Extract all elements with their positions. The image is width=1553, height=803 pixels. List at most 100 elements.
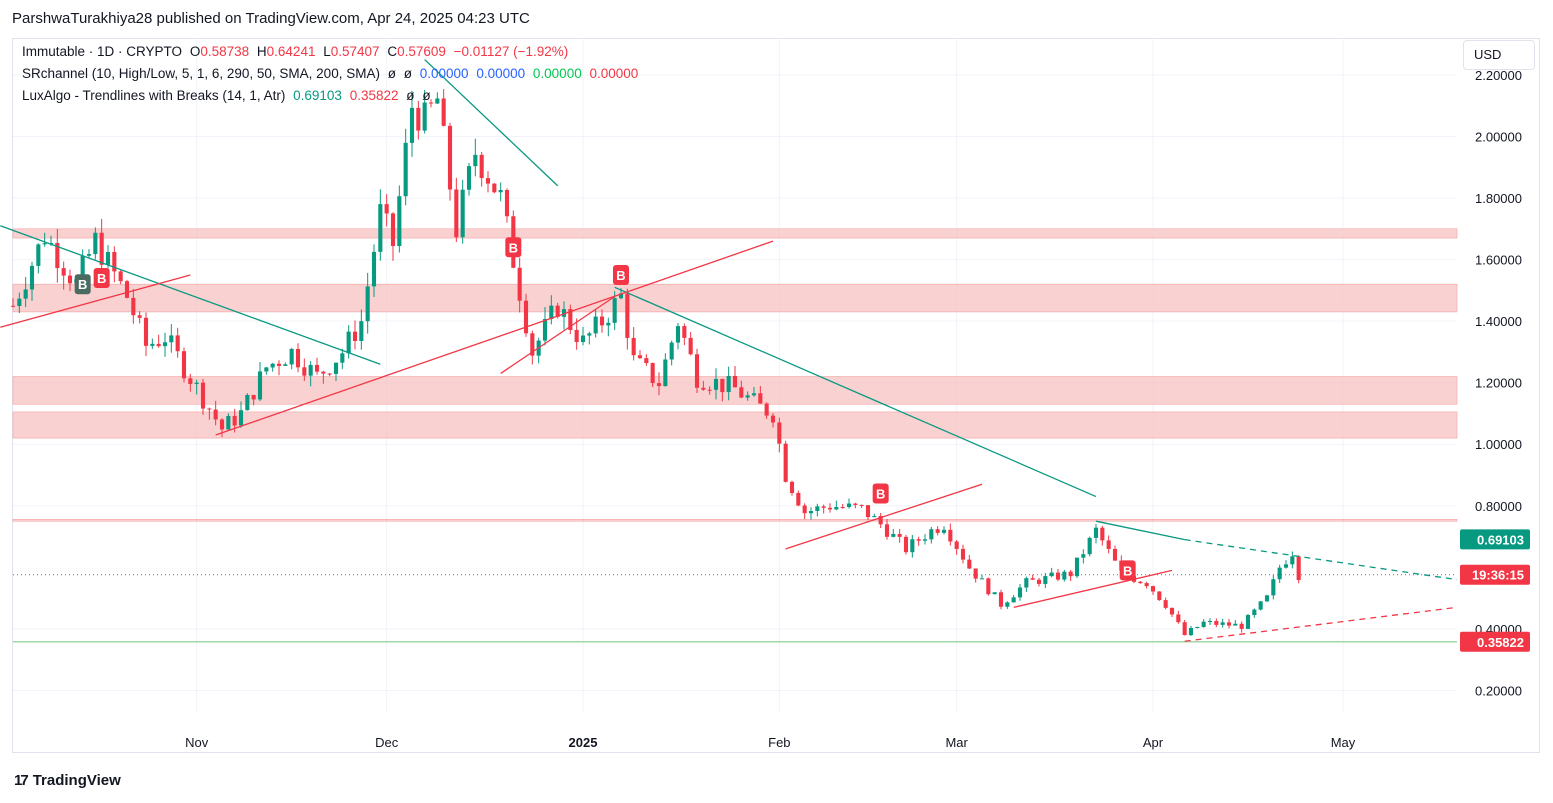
candle-body bbox=[777, 422, 782, 444]
candle-body bbox=[1157, 591, 1162, 601]
candle-body bbox=[86, 254, 92, 256]
candle-body bbox=[61, 268, 66, 276]
candle-body bbox=[1290, 556, 1295, 565]
luxalgo-name[interactable]: LuxAlgo - Trendlines with Breaks (14, 1,… bbox=[22, 88, 286, 103]
candle-body bbox=[232, 415, 237, 426]
break-label-text: B bbox=[1123, 563, 1132, 578]
x-axis-tick-label: 2025 bbox=[569, 735, 598, 750]
candle-body bbox=[257, 371, 263, 400]
candle-body bbox=[264, 367, 269, 372]
sr-value-4: 0.00000 bbox=[589, 66, 639, 81]
low-value: 0.57407 bbox=[330, 44, 380, 59]
candle-body bbox=[118, 271, 123, 282]
candle-body bbox=[1150, 586, 1156, 592]
candle-body bbox=[105, 252, 111, 265]
y-axis-tick-label: 0.20000 bbox=[1475, 683, 1522, 698]
currency-button[interactable]: USD bbox=[1463, 40, 1535, 70]
trendline-green bbox=[1095, 520, 1185, 541]
publication-header: ParshwaTurakhiya28 published on TradingV… bbox=[12, 10, 530, 27]
tradingview-footer[interactable]: 17 TradingView bbox=[14, 772, 121, 789]
break-label-text: B bbox=[78, 277, 87, 292]
candle-body bbox=[663, 359, 668, 387]
candle-body bbox=[897, 533, 902, 537]
null-symbol-3: ø bbox=[406, 88, 415, 103]
candle-body bbox=[910, 539, 915, 553]
candle-body bbox=[93, 232, 98, 255]
price-tag-badge bbox=[1460, 529, 1530, 550]
break-label-text: B bbox=[509, 240, 518, 255]
candle-body bbox=[1062, 571, 1067, 580]
candle-body bbox=[922, 539, 928, 541]
candle-body bbox=[112, 252, 117, 272]
candle-body bbox=[308, 364, 313, 376]
break-label-text: B bbox=[876, 486, 885, 501]
candle-body bbox=[783, 443, 788, 482]
trendline-red bbox=[215, 240, 774, 436]
candle-body bbox=[891, 533, 896, 537]
candle-body bbox=[523, 300, 529, 334]
candle-body bbox=[479, 154, 484, 179]
candle-body bbox=[612, 298, 617, 323]
candle-body bbox=[188, 378, 193, 384]
candle-body bbox=[99, 232, 104, 265]
candle-body bbox=[181, 351, 187, 379]
candle-body bbox=[422, 102, 427, 131]
candle-body bbox=[675, 326, 681, 343]
candle-body bbox=[954, 541, 959, 549]
candle-body bbox=[346, 331, 351, 354]
candle-body bbox=[808, 510, 814, 514]
candle-body bbox=[770, 415, 776, 423]
candle-body bbox=[859, 504, 864, 506]
candle-body bbox=[384, 204, 389, 214]
candle-body bbox=[821, 506, 826, 508]
symbol-name[interactable]: Immutable · 1D · CRYPTO bbox=[22, 44, 183, 59]
candle-body bbox=[80, 255, 85, 280]
candle-body bbox=[156, 343, 161, 347]
candle-body bbox=[644, 358, 649, 364]
trendline-red bbox=[0, 274, 191, 328]
x-axis-tick-label: Mar bbox=[945, 735, 968, 750]
candle-body bbox=[618, 293, 624, 299]
candle-body bbox=[162, 342, 168, 347]
price-tag-label: 0.69103 bbox=[1477, 532, 1524, 547]
candle-body bbox=[403, 142, 408, 197]
candle-body bbox=[568, 309, 573, 330]
candle-body bbox=[530, 333, 535, 356]
y-axis-tick-label: 1.40000 bbox=[1475, 314, 1522, 329]
candle-body bbox=[561, 309, 567, 317]
candle-body bbox=[701, 387, 706, 390]
candle-body bbox=[1011, 597, 1016, 603]
luxalgo-legend: LuxAlgo - Trendlines with Breaks (14, 1,… bbox=[22, 88, 435, 103]
candle-body bbox=[637, 355, 643, 359]
candle-body bbox=[1055, 572, 1061, 580]
candle-body bbox=[23, 289, 28, 299]
candle-body bbox=[1106, 540, 1111, 549]
x-axis-tick-label: Feb bbox=[768, 735, 790, 750]
candle-body bbox=[555, 305, 560, 317]
candle-body bbox=[1043, 576, 1048, 584]
candle-body bbox=[251, 394, 256, 400]
candle-body bbox=[802, 505, 807, 514]
candle-body bbox=[1201, 621, 1206, 627]
candle-body bbox=[827, 507, 833, 510]
candle-body bbox=[207, 408, 212, 410]
candle-body bbox=[314, 364, 320, 372]
candle-body bbox=[1144, 583, 1149, 587]
candle-body bbox=[270, 363, 275, 368]
srchannel-name[interactable]: SRchannel (10, High/Low, 5, 1, 6, 290, 5… bbox=[22, 66, 380, 81]
candle-body bbox=[789, 481, 795, 493]
candle-body bbox=[1024, 578, 1029, 588]
resistance-zone bbox=[12, 411, 1458, 439]
candle-body bbox=[606, 322, 611, 326]
candle-body bbox=[650, 363, 655, 384]
trendline-red bbox=[1013, 569, 1173, 608]
candle-body bbox=[289, 348, 294, 365]
candle-body bbox=[1277, 567, 1282, 580]
srchannel-legend: SRchannel (10, High/Low, 5, 1, 6, 290, 5… bbox=[22, 66, 642, 81]
candle-body bbox=[720, 378, 725, 393]
candle-body bbox=[200, 382, 206, 409]
candle-body bbox=[1163, 600, 1168, 608]
candle-body bbox=[17, 298, 22, 307]
x-axis-tick-label: Apr bbox=[1143, 735, 1164, 750]
